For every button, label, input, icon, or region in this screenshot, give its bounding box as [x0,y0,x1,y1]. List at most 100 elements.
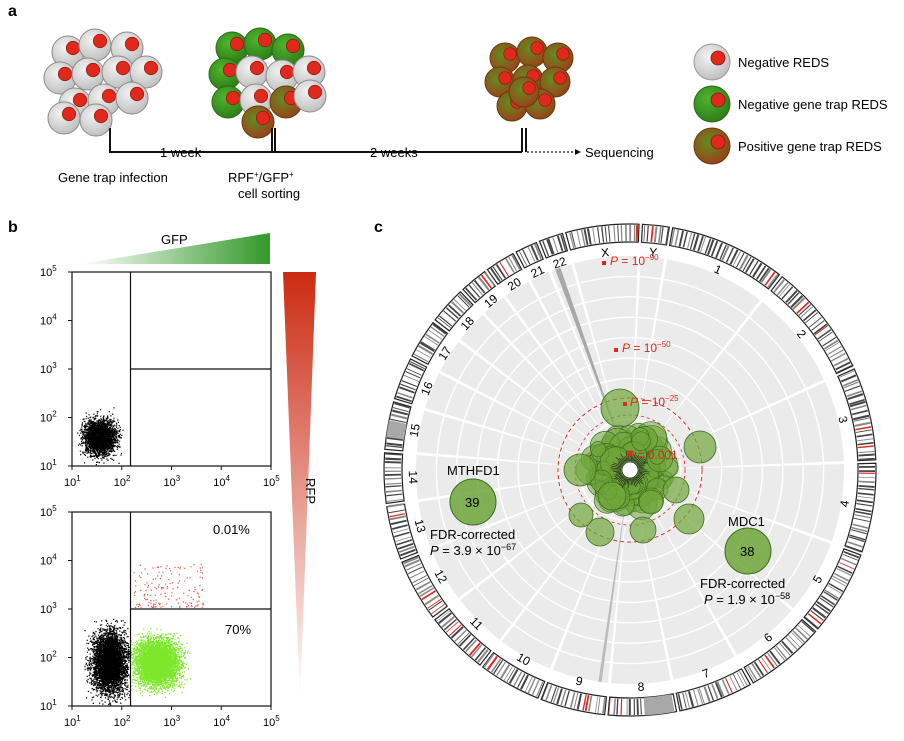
cell-nucleus [279,64,295,80]
cell-nucleus [92,33,108,49]
cell-nucleus [522,81,536,95]
cell-nucleus [85,62,101,78]
cell-nucleus [57,66,73,82]
cell-nucleus [61,106,77,122]
cell-nucleus [253,88,269,104]
legend-negative: Negative REDS [738,55,829,70]
x-tick-label: 105 [263,474,280,489]
cell-nucleus [553,71,567,85]
step-sorting: RPF+/GFP+ [228,170,294,185]
cell-nucleus [556,47,570,61]
cell-nucleus [93,108,109,124]
gene-bubble [590,441,607,458]
hit-mthfd1: 39 MTHFD1 FDR-corrected P = 3.9 × 10−67 [430,463,516,558]
event-dots-rfp [133,563,204,609]
ideogram-5 [803,548,862,630]
x-tick-label: 101 [64,714,81,729]
cell-nucleus [225,90,241,106]
step-1week: 1 week [160,145,202,160]
chrom9-highlight [598,489,628,683]
arrow-head [575,149,581,155]
hit-mthfd1-fdr: FDR-corrected [430,527,515,542]
gene-bubble [631,431,651,451]
y-tick-label: 103 [40,601,57,616]
chrom-sector [632,478,735,680]
cell-nucleus [257,32,273,48]
gene-bubble [600,388,640,428]
rfp-label: RFP [303,478,318,504]
cell-nucleus [129,86,145,102]
chrom-label: 12 [431,567,450,586]
panel-b-letter: b [8,219,18,236]
chrom-label: 10 [514,650,533,669]
chrom-sector [460,314,624,464]
gene-bubble [585,517,615,547]
chrom-label: 5 [810,573,826,586]
chrom-sector [639,464,844,542]
legend-positive-gene-trap: Positive gene trap REDS [738,139,882,154]
panel-a-letter: a [8,3,17,20]
hit-mthfd1-p: P = 3.9 × 10−67 [430,542,516,558]
flow-axes: 101 101 102 102 103 103 104 104 105 105 101 101 102 1… [40,264,280,729]
chrom-label: 14 [406,470,420,484]
hit-mthfd1-count: 39 [465,495,479,510]
gate-upper-right-pct: 0.01% [213,522,250,537]
gfp-gradient [80,233,270,264]
chrom-label: 16 [418,379,436,397]
event-dots [77,407,124,466]
center-hub [621,461,639,479]
y-tick-label: 105 [40,504,57,519]
event-dots-gfp [131,627,191,698]
x-tick-label: 104 [213,714,230,729]
hit-mdc1-gene: MDC1 [728,514,765,529]
cell-nucleus [72,92,88,108]
chrom-label: 21 [529,262,547,280]
ideogram-1 [668,227,781,290]
y-tick-label: 101 [40,698,57,713]
y-tick-label: 102 [40,410,57,425]
gene-bubble [638,489,664,515]
chrom-label: Y [648,245,657,260]
hit-mdc1: 38 MDC1 FDR-corrected P = 1.9 × 10−58 [700,514,790,607]
gene-bubble [568,502,594,528]
x-tick-label: 104 [213,474,230,489]
cell-nucleus [255,110,271,126]
gene-bubble [649,449,665,465]
cell-nucleus [530,41,544,55]
gene-bubble [629,516,657,544]
chrom-label: 1 [712,262,724,278]
rfp-gradient [283,272,316,700]
chrom-sector [416,410,621,470]
y-tick-label: 103 [40,361,57,376]
chrom-label: 13 [412,518,429,535]
gene-bubble [662,476,690,504]
cell-nucleus [306,60,322,76]
gfp-label: GFP [161,232,188,247]
cell-nucleus [65,40,81,56]
chrom-sector [440,341,622,466]
p-label-90: P = 10−90 [610,253,659,268]
hit-mdc1-fdr: FDR-corrected [700,576,785,591]
chrom-label: 9 [574,674,584,689]
ideogram-16 [393,358,428,405]
cell-nucleus [307,84,323,100]
cell-nucleus [249,60,265,76]
y-tick-label: 101 [40,458,57,473]
cell-nucleus [143,60,159,76]
step-sequencing: Sequencing [585,145,654,160]
chrom-label: 4 [837,499,852,508]
y-tick-label: 102 [40,650,57,665]
chrom-sector [425,373,622,468]
legend: Negative REDS Negative gene trap REDS Po… [693,43,888,165]
event-dots-negative [84,618,132,706]
cell-nucleus [222,62,238,78]
gene-bubble [597,481,627,511]
hit-mdc1-count: 38 [740,544,754,559]
cell-nucleus [124,36,140,52]
gene-bubble [673,503,705,535]
chrom-label: 15 [407,422,423,438]
chrom-sector [631,259,760,463]
p-label-001: P = 0.001 [626,448,678,462]
